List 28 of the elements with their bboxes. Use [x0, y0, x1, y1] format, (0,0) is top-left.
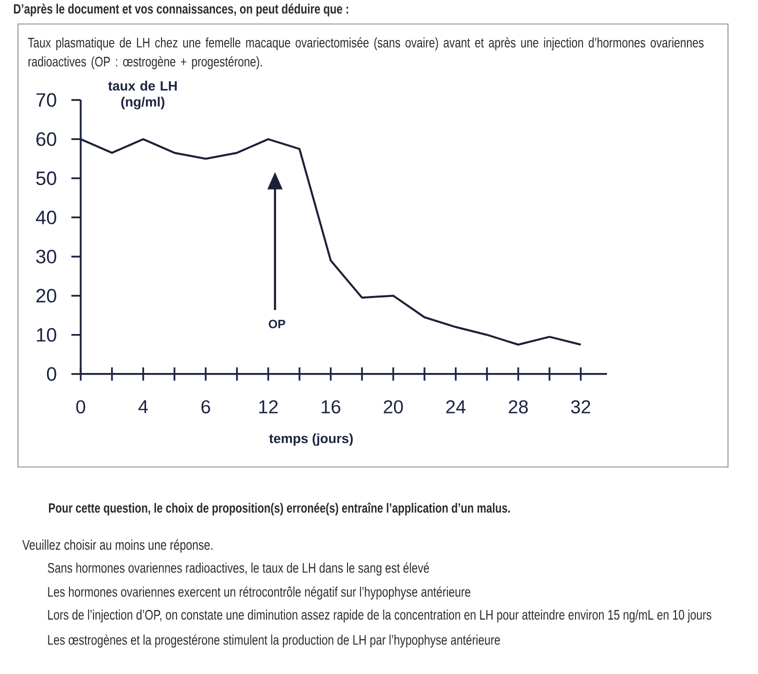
x-tick-label: 6 [201, 400, 210, 414]
chart-title: Taux plasmatique de LH chez une femelle macaque ovariectomisée (sans ovaire) avant et après une injection d’hormones ovariennes radioactives (OP : œstrogène + progestérone). [28, 37, 704, 70]
text: Les hormones ovariennes exercent un rétrocontrôle négatif sur l’hypophyse antérieure [48, 586, 470, 600]
y-tick-label: 40 [36, 210, 56, 224]
y-tick-label: 0 [46, 367, 56, 381]
y-tick-label: 50 [36, 171, 56, 186]
text: Pour cette question, le choix de proposition(s) erronée(s) entraîne l’application d’un malus. [48, 502, 510, 516]
y-tick-label: 10 [36, 328, 56, 342]
y-tick-label: 20 [36, 288, 56, 303]
x-tick-label: 12 [259, 400, 278, 414]
text: Lors de l’injection d’OP, on constate une diminution assez rapide de la concentration en LH pour atteindre environ 15 ng/mL en 10 jours [48, 610, 712, 622]
y-tick-label: 60 [36, 132, 56, 146]
x-tick-label: 16 [322, 400, 340, 414]
x-tick-label: 4 [138, 400, 148, 414]
x-tick-label: 32 [571, 400, 590, 414]
text: Sans hormones ovariennes radioactives, le taux de LH dans le sang est élevé [48, 562, 430, 576]
x-tick-label: 28 [508, 400, 528, 414]
y-axis-title: taux de LH (ng/ml) [108, 80, 177, 110]
text: Veuillez choisir au moins une réponse. [22, 539, 212, 553]
y-tick-label: 70 [36, 93, 56, 107]
annotation: OP [268, 320, 286, 328]
text: Les œstrogènes et la progestérone stimulent la production de LH par l’hypophyse antérieure [48, 634, 500, 648]
x-tick-label: 0 [76, 400, 86, 414]
x-axis-title: temps (jours) [269, 433, 353, 446]
x-tick-label: 20 [384, 400, 403, 414]
text: D’après le document et vos connaissances, on peut déduire que : [14, 4, 348, 16]
x-tick-label: 24 [446, 400, 466, 414]
y-tick-label: 30 [36, 250, 56, 264]
